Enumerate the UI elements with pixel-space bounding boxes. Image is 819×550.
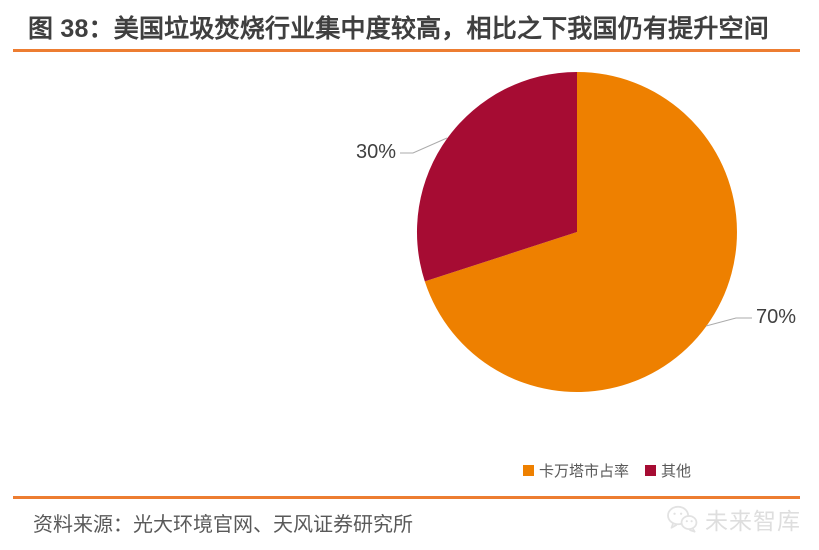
pie-slice-0 [424,72,737,393]
data-label-1: 30% [356,141,396,163]
brand-name: 未来智库 [705,508,801,534]
title-divider-line [13,49,800,52]
legend-label-other: 其他 [661,463,692,480]
chart-legend: 卡万塔市占率 其他 [523,460,691,481]
legend-label-covanta: 卡万塔市占率 [539,463,630,480]
figure-title: 图 38：美国垃圾焚烧行业集中度较高，相比之下我国仍有提升空间 [28,15,769,43]
data-label-0: 70% [756,306,796,328]
pie-slice-1 [416,71,577,282]
brand-watermark: 未来智库 [666,502,801,536]
data-label-leader-line-0 [705,317,752,327]
legend-swatch-other [645,465,657,476]
data-label-leader-line-1 [400,137,448,154]
legend-item-covanta: 卡万塔市占率 [523,460,629,481]
source-note: 资料来源：光大环境官网、天风证券研究所 [33,514,413,536]
legend-item-other: 其他 [645,460,691,481]
wechat-icon [667,505,698,533]
footer-divider-line [13,496,800,499]
legend-swatch-covanta [523,465,534,476]
